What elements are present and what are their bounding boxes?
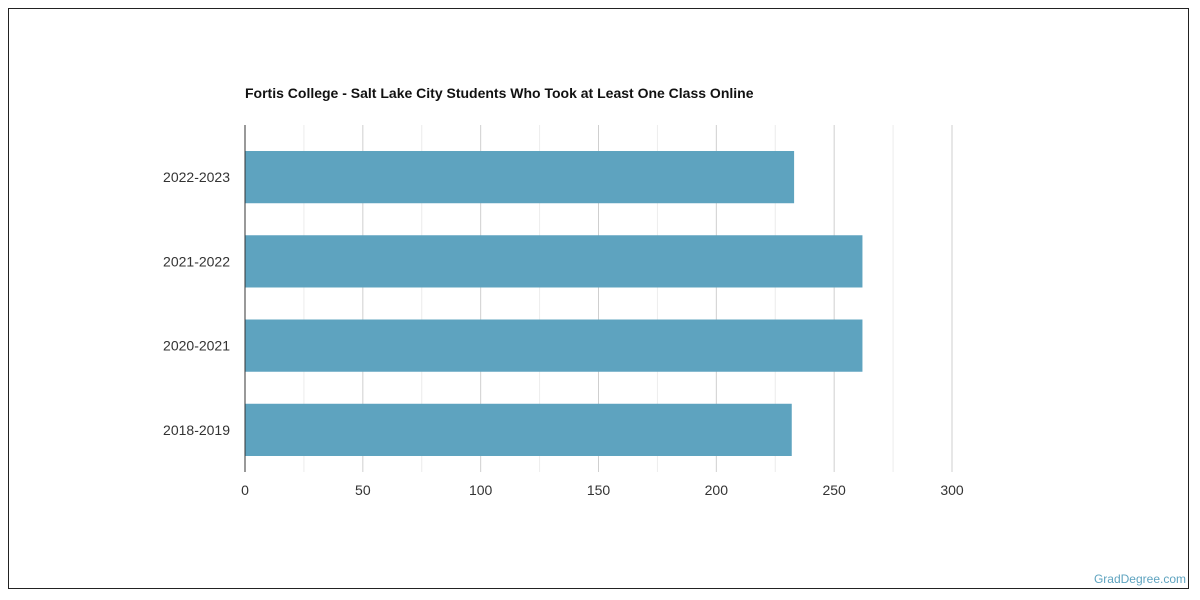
- chart-title: Fortis College - Salt Lake City Students…: [245, 85, 754, 101]
- category-label: 2018-2019: [163, 422, 230, 438]
- bar: [245, 403, 792, 456]
- category-label: 2020-2021: [163, 338, 230, 354]
- x-tick-label: 0: [241, 482, 249, 498]
- source-credit[interactable]: GradDegree.com: [1093, 572, 1186, 586]
- x-tick-label: 150: [587, 482, 611, 498]
- bar: [245, 235, 863, 288]
- category-label: 2021-2022: [163, 253, 230, 269]
- x-tick-label: 200: [705, 482, 729, 498]
- x-tick-label: 250: [822, 482, 846, 498]
- bars: [245, 151, 863, 456]
- category-label: 2022-2023: [163, 169, 230, 185]
- bar: [245, 319, 863, 372]
- x-tick-label: 100: [469, 482, 493, 498]
- axes: 2022-2023 2021-2022 2020-2021 2018-2019 0 50 1…: [163, 125, 964, 498]
- x-tick-label: 300: [940, 482, 964, 498]
- bar: [245, 151, 795, 204]
- x-tick-label: 50: [355, 482, 371, 498]
